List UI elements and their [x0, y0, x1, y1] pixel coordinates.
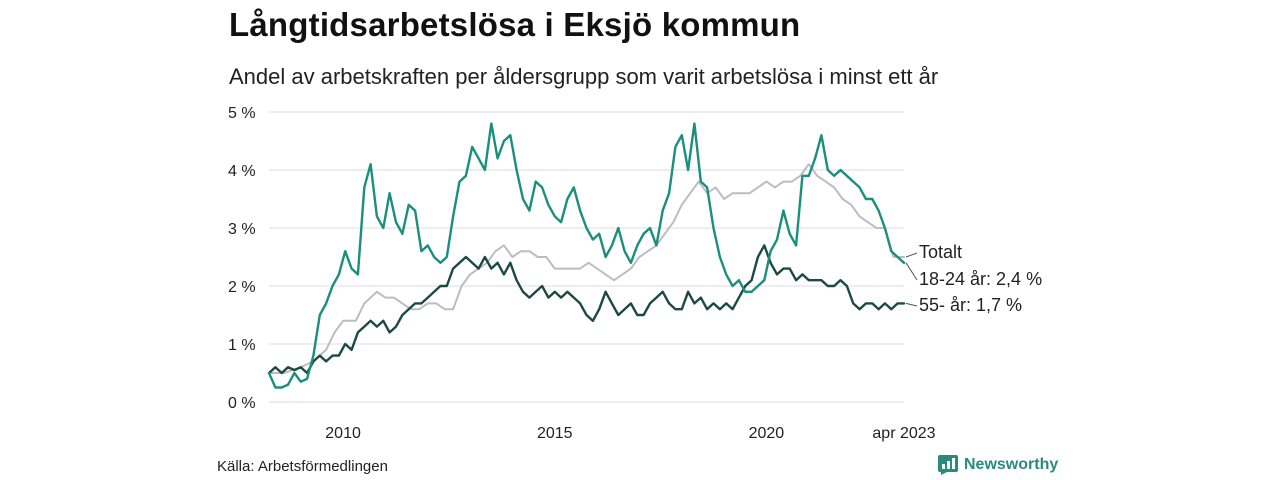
y-tick-label: 3 % [228, 221, 256, 238]
series-label-senior: 55- år: 1,7 % [919, 295, 1022, 315]
series-label-total: Totalt [919, 242, 962, 262]
label-leader-youth [905, 262, 918, 281]
series-labels: Totalt 18-24 år: 2,4 % 55- år: 1,7 % [905, 242, 1042, 315]
brand-name: Newsworthy [964, 456, 1059, 473]
x-axis: 2010 2015 2020 apr 2023 [325, 425, 935, 442]
series-lines [267, 122, 906, 389]
y-tick-label: 0 % [228, 395, 256, 412]
y-tick-label: 4 % [228, 163, 256, 180]
series-line-youth [267, 122, 906, 389]
chart-subtitle: Andel av arbetskraften per åldersgrupp s… [229, 64, 939, 89]
series-label-youth: 18-24 år: 2,4 % [919, 269, 1042, 289]
y-tick-label: 5 % [228, 105, 256, 122]
y-tick-label: 1 % [228, 337, 256, 354]
y-axis: 0 % 1 % 2 % 3 % 4 % 5 % [228, 105, 256, 412]
label-leader-senior [905, 302, 918, 307]
brand-logo[interactable]: Newsworthy [938, 455, 1058, 475]
series-line-total [268, 163, 905, 374]
y-tick-label: 2 % [228, 279, 256, 296]
gridlines [269, 111, 904, 403]
x-tick-label: apr 2023 [872, 425, 935, 442]
x-tick-label: 2020 [749, 425, 785, 442]
newsworthy-logo-icon [938, 455, 958, 475]
x-tick-label: 2015 [537, 425, 573, 442]
series-line-senior [267, 244, 906, 375]
label-leader-total [905, 252, 918, 258]
x-tick-label: 2010 [325, 425, 361, 442]
chart-title: Långtidsarbetslösa i Eksjö kommun [229, 6, 801, 43]
source-note: Källa: Arbetsförmedlingen [217, 458, 388, 475]
